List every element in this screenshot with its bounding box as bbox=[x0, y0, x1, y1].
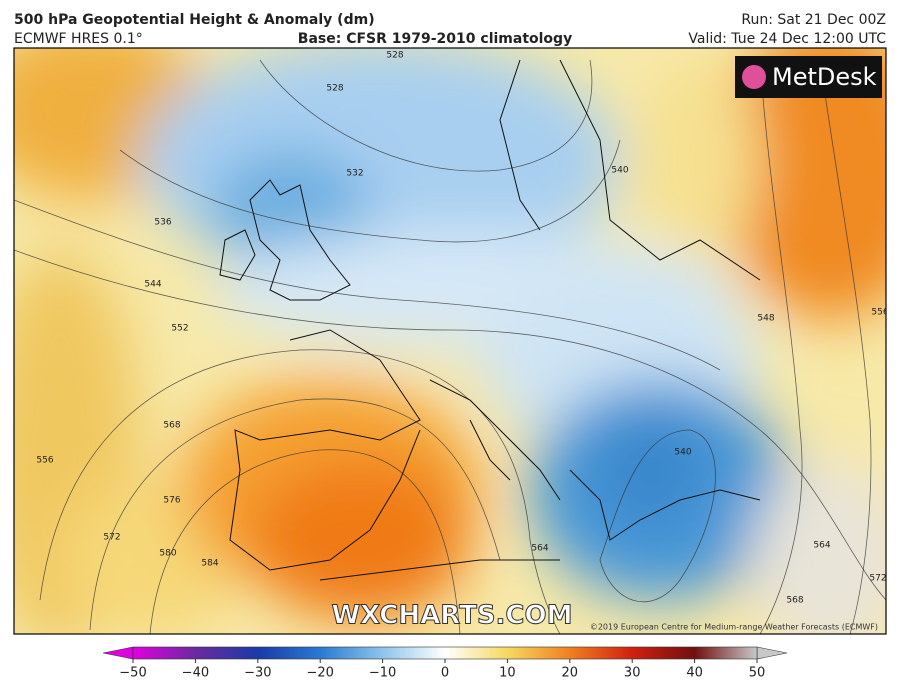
colorbar-high-arrow bbox=[756, 646, 788, 660]
logo: MetDesk bbox=[772, 63, 877, 91]
run: Run: Sat 21 Dec 00Z bbox=[741, 12, 886, 28]
contour-label: 548 bbox=[757, 314, 774, 324]
contour-label: 576 bbox=[163, 496, 180, 506]
title: 500 hPa Geopotential Height & Anomaly (d… bbox=[14, 12, 375, 28]
colorbar-tick-label: −20 bbox=[306, 666, 333, 681]
valid: Valid: Tue 24 Dec 12:00 UTC bbox=[688, 31, 886, 47]
contour-label: 528 bbox=[326, 84, 343, 94]
contour-label: 584 bbox=[201, 559, 218, 569]
contour-label: 528 bbox=[386, 51, 403, 61]
contour-label: 564 bbox=[531, 544, 548, 554]
watermark: WXCHARTS.COM bbox=[331, 601, 572, 631]
logo-icon bbox=[742, 65, 766, 89]
contour-label: 568 bbox=[163, 421, 180, 431]
colorbar: −50 −40 −30 −20 −10 0 10 20 30 40 50 bbox=[102, 646, 788, 681]
contour-label: 572 bbox=[869, 574, 886, 584]
colorbar-tick-label: 20 bbox=[562, 666, 579, 681]
map-frame bbox=[13, 47, 887, 635]
contour-label: 556 bbox=[871, 308, 888, 318]
colorbar-ramp bbox=[132, 646, 758, 660]
contour-label: 556 bbox=[36, 456, 53, 466]
contour-label: 568 bbox=[786, 596, 803, 606]
contour-label: 572 bbox=[103, 533, 120, 543]
colorbar-tick-label: 30 bbox=[624, 666, 641, 681]
base: Base: CFSR 1979-2010 climatology bbox=[298, 31, 572, 47]
model: ECMWF HRES 0.1° bbox=[14, 31, 143, 47]
colorbar-tick-label: 10 bbox=[499, 666, 516, 681]
colorbar-tick-label: −50 bbox=[119, 666, 146, 681]
contour-label: 540 bbox=[674, 448, 691, 458]
contour-label: 564 bbox=[813, 541, 830, 551]
map: MetDesk WXCHARTS.COM ©2019 European Cent… bbox=[14, 48, 888, 634]
colorbar-tick-label: −10 bbox=[369, 666, 396, 681]
contour-label: 536 bbox=[154, 218, 171, 228]
colorbar-low-arrow bbox=[102, 646, 134, 660]
contour-label: 552 bbox=[171, 324, 188, 334]
colorbar-tick-label: 0 bbox=[441, 666, 449, 681]
contour-label: 532 bbox=[346, 169, 363, 179]
colorbar-tick-label: −40 bbox=[182, 666, 209, 681]
contour-label: 540 bbox=[611, 166, 628, 176]
colorbar-tick-label: 50 bbox=[749, 666, 766, 681]
colorbar-tick-label: −30 bbox=[244, 666, 271, 681]
contour-label: 580 bbox=[159, 549, 176, 559]
credit: ©2019 European Centre for Medium-range W… bbox=[590, 623, 878, 632]
colorbar-tick-label: 40 bbox=[686, 666, 703, 681]
contour-label: 544 bbox=[144, 280, 161, 290]
